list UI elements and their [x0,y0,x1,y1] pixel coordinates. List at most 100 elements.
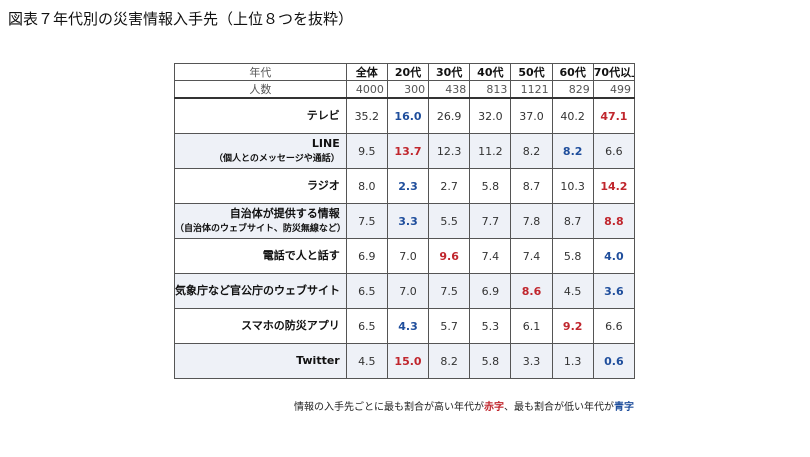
table-cell: 2.7 [428,168,471,204]
table-cell: 3.6 [592,273,636,309]
table-cell: 6.9 [469,273,512,309]
table-cell: 14.2 [592,168,636,204]
table-cell: 7.0 [386,238,430,274]
row-label: Twitter [174,343,347,379]
table-cell: 3.3 [510,343,553,379]
table-row: LINE （個人とのメッセージや通話） 9.5 13.7 12.3 11.2 8.2 8.2 6… [174,133,636,169]
table-cell: 13.7 [386,133,430,169]
table-cell: 1.3 [551,343,594,379]
respondent-count: 1121 [510,80,553,99]
row-label: スマホの防災アプリ [174,308,347,344]
note-text: 情報の入手先ごとに最も割合が高い年代が [294,402,484,413]
row-label: 電話で人と話す [174,238,347,274]
table-cell: 6.6 [592,308,636,344]
table-row: Twitter 4.5 15.0 8.2 5.8 3.3 1.3 0.6 [174,343,636,379]
column-header: 全体 [345,63,388,81]
table-cell: 5.8 [469,343,512,379]
table-row: 電話で人と話す 6.9 7.0 9.6 7.4 7.4 5.8 4.0 [174,238,636,274]
respondent-count: 438 [428,80,471,99]
column-header: 60代 [551,63,594,81]
table-cell: 37.0 [510,97,553,134]
table-cell: 6.5 [345,308,388,344]
column-header: 70代以上 [592,63,636,81]
row-label-main: ラジオ [306,179,340,192]
table-cell: 8.0 [345,168,388,204]
table-cell: 8.2 [510,133,553,169]
column-header: 40代 [469,63,512,81]
table-cell: 9.6 [428,238,471,274]
table-cell: 7.8 [510,203,553,239]
respondent-count: 499 [592,80,636,99]
column-header: 30代 [428,63,471,81]
header-row-count: 人数 4000 300 438 813 1121 829 499 [174,80,636,99]
table-cell: 6.1 [510,308,553,344]
column-header: 50代 [510,63,553,81]
row-label: 気象庁など官公庁のウェブサイト [174,273,347,309]
table-cell: 8.6 [510,273,553,309]
table-row: ラジオ 8.0 2.3 2.7 5.8 8.7 10.3 14.2 [174,168,636,204]
figure-title: 図表７年代別の災害情報入手先（上位８つを抜粋） [8,10,354,28]
table-cell: 3.3 [386,203,430,239]
table-cell: 11.2 [469,133,512,169]
table-row: スマホの防災アプリ 6.5 4.3 5.7 5.3 6.1 9.2 6.6 [174,308,636,344]
row-label-main: スマホの防災アプリ [241,319,340,332]
row-label: ラジオ [174,168,347,204]
table-cell: 6.6 [592,133,636,169]
table-cell: 8.7 [510,168,553,204]
row-label: テレビ [174,97,347,134]
table-cell: 35.2 [345,97,388,134]
table-cell: 7.7 [469,203,512,239]
table-cell: 7.0 [386,273,430,309]
table-cell: 5.5 [428,203,471,239]
table-cell: 5.8 [469,168,512,204]
note-red-word: 赤字 [484,402,504,413]
note-text: 、最も割合が低い年代が [504,402,614,413]
table-cell: 47.1 [592,97,636,134]
row-label-main: 自治体が提供する情報 [229,206,340,220]
row-label-main: Twitter [296,354,340,367]
table-cell: 8.7 [551,203,594,239]
table-cell: 40.2 [551,97,594,134]
row-label-main: LINE [311,136,340,150]
table-cell: 12.3 [428,133,471,169]
note-blue-word: 青字 [614,402,634,413]
header-row-age: 年代 全体 20代 30代 40代 50代 60代 70代以上 [174,63,636,81]
table-row: テレビ 35.2 16.0 26.9 32.0 37.0 40.2 47.1 [174,97,636,134]
table-cell: 6.9 [345,238,388,274]
row-label: LINE （個人とのメッセージや通話） [174,133,347,169]
table-cell: 5.7 [428,308,471,344]
table-cell: 8.2 [551,133,594,169]
table-row: 自治体が提供する情報 （自治体のウェブサイト、防災無線など） 7.5 3.3 5.5 7.… [174,203,636,239]
table-cell: 10.3 [551,168,594,204]
row-label-main: 気象庁など官公庁のウェブサイト [175,284,340,297]
table-cell: 7.4 [510,238,553,274]
table-cell: 7.4 [469,238,512,274]
table-cell: 5.8 [551,238,594,274]
respondent-count: 4000 [345,80,388,99]
table-cell: 7.5 [345,203,388,239]
table-row: 気象庁など官公庁のウェブサイト 6.5 7.0 7.5 6.9 8.6 4.5 3.6 [174,273,636,309]
respondent-count: 829 [551,80,594,99]
table-cell: 16.0 [386,97,430,134]
respondent-count: 300 [386,80,430,99]
table-cell: 5.3 [469,308,512,344]
table-cell: 7.5 [428,273,471,309]
table-cell: 4.5 [345,343,388,379]
legend-note: 情報の入手先ごとに最も割合が高い年代が赤字、最も割合が低い年代が青字 [294,398,634,413]
table-cell: 4.3 [386,308,430,344]
table-cell: 8.8 [592,203,636,239]
row-label-sub: （個人とのメッセージや通話） [214,153,340,164]
table-cell: 26.9 [428,97,471,134]
table-cell: 9.5 [345,133,388,169]
header-count-label: 人数 [174,80,347,99]
row-label-main: テレビ [306,109,340,122]
column-header: 20代 [386,63,430,81]
table-cell: 32.0 [469,97,512,134]
table-cell: 15.0 [386,343,430,379]
row-label-main: 電話で人と話す [262,249,340,262]
table-cell: 0.6 [592,343,636,379]
table-cell: 4.5 [551,273,594,309]
row-label: 自治体が提供する情報 （自治体のウェブサイト、防災無線など） [174,203,347,239]
table-cell: 4.0 [592,238,636,274]
table-cell: 9.2 [551,308,594,344]
